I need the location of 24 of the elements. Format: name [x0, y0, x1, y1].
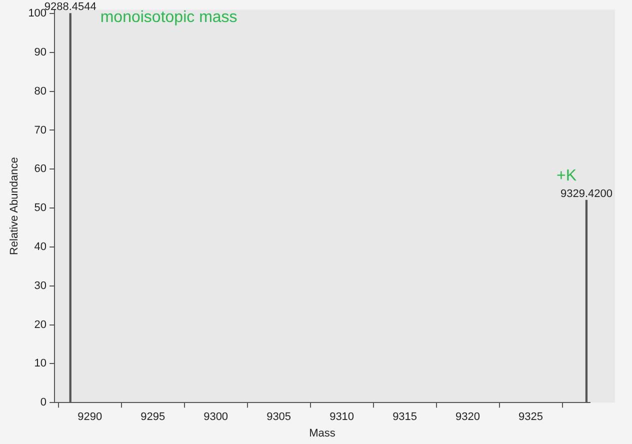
x-tick-label: 9325	[518, 411, 544, 424]
annotation: monoisotopic mass	[100, 8, 238, 26]
y-tick-label: 30	[34, 280, 47, 292]
y-tick-label: 0	[40, 396, 47, 409]
y-tick-label: 60	[34, 163, 47, 176]
x-tick-label: 9315	[392, 411, 418, 424]
x-tick-label: 9305	[266, 411, 292, 424]
y-tick-label: 50	[34, 202, 47, 214]
x-tick-label: 9310	[330, 411, 354, 424]
annotation: +K	[556, 168, 577, 185]
annotation: 9329.4200	[560, 188, 612, 200]
x-axis-title: Mass	[309, 427, 336, 440]
y-tick-label: 100	[28, 8, 47, 20]
x-tick-label: 9320	[456, 411, 480, 424]
y-tick-label: 70	[34, 124, 47, 136]
x-tick-label: 9290	[78, 411, 102, 424]
y-tick-label: 90	[34, 46, 47, 58]
x-tick-label: 9295	[140, 411, 166, 424]
y-tick-label: 40	[34, 240, 47, 253]
y-axis-title: Relative Abundance	[8, 157, 21, 256]
y-tick-label: 20	[34, 318, 47, 331]
x-tick-label: 9300	[204, 411, 228, 424]
y-tick-label: 80	[34, 85, 47, 98]
y-tick-label: 10	[34, 358, 47, 370]
